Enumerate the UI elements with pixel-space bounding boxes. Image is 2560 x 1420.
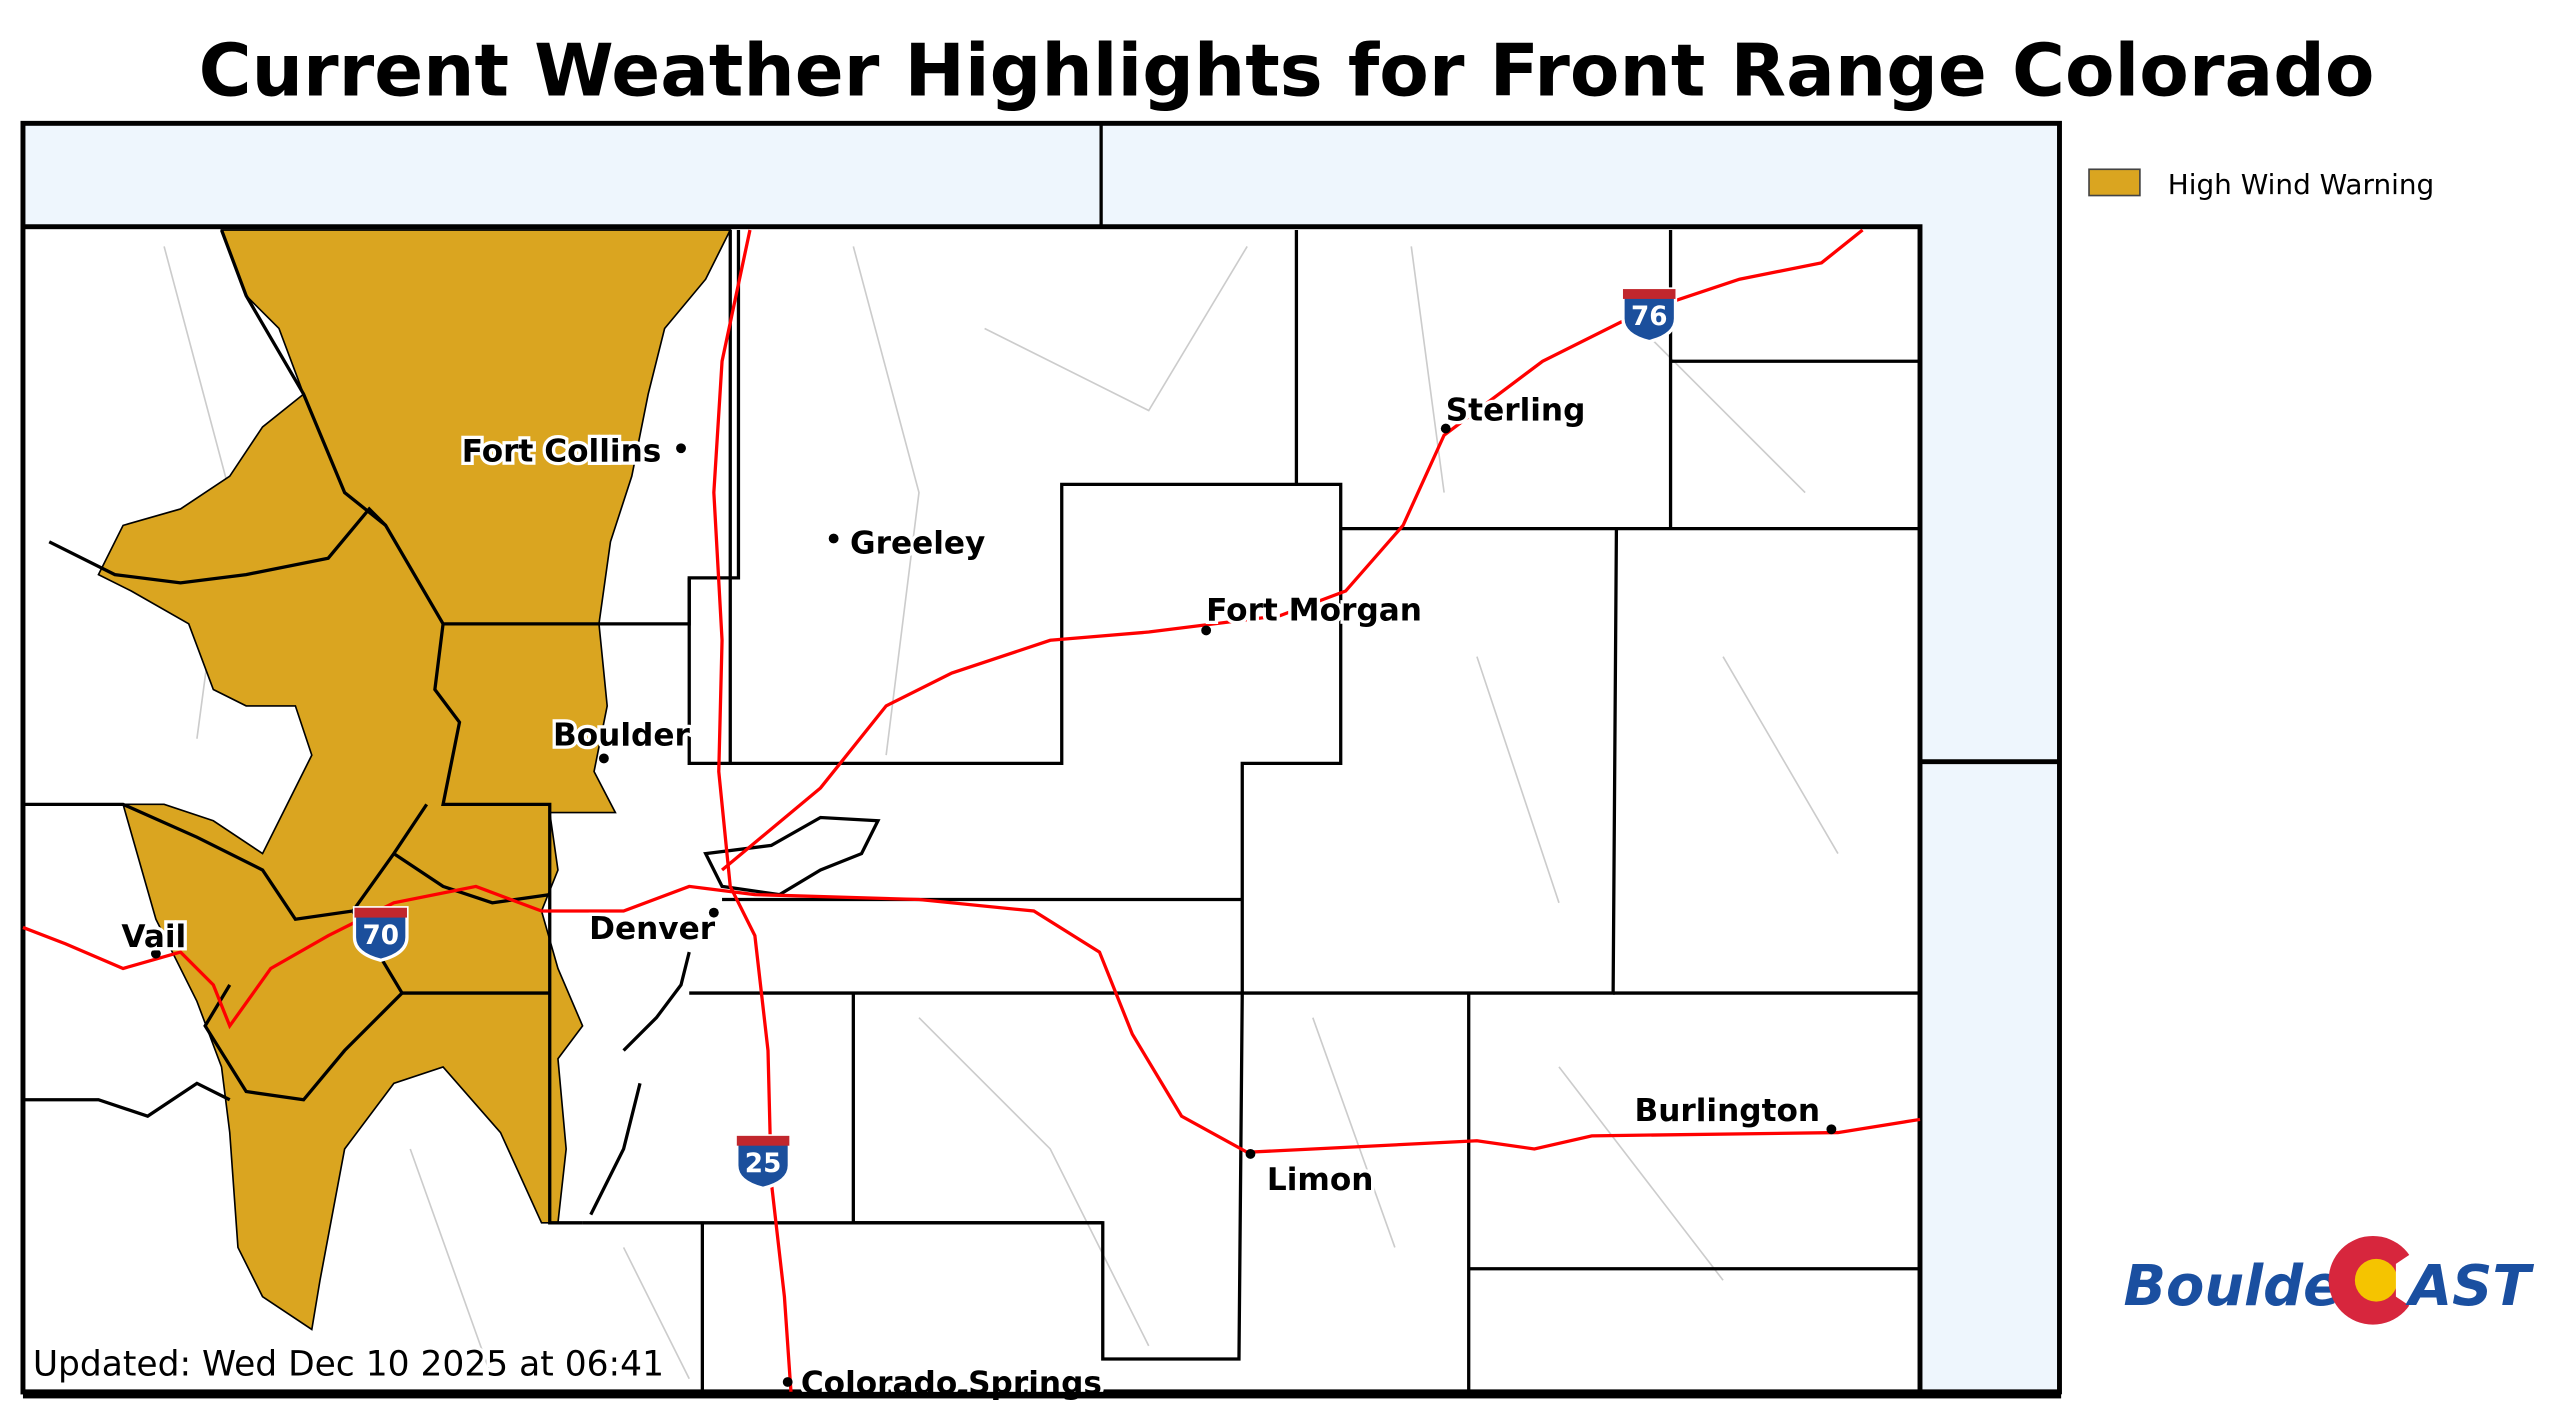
- city-sterling: Sterling: [1446, 392, 1586, 428]
- bouldercast-logo: Boulder AST: [2123, 1235, 2534, 1325]
- city-markers: [150, 423, 1837, 1387]
- legend: High Wind Warning: [2088, 168, 2434, 201]
- legend-swatch-high-wind-warning: [2088, 168, 2141, 197]
- map-title: Current Weather Highlights for Front Ran…: [199, 29, 2375, 113]
- interstate-76-shield: 76: [1621, 287, 1678, 344]
- city-denver: Denver: [589, 911, 716, 947]
- updated-timestamp: Updated: Wed Dec 10 2025 at 06:41: [33, 1344, 664, 1384]
- interstate-76-number: 76: [1631, 302, 1668, 332]
- city-fort-morgan: Fort Morgan: [1206, 593, 1422, 629]
- interstate-25-number: 25: [745, 1149, 782, 1179]
- logo-text-ast: AST: [2405, 1254, 2534, 1319]
- highways: [22, 228, 1921, 1392]
- city-burlington: Burlington: [1634, 1093, 1820, 1129]
- city-limon: Limon: [1267, 1162, 1374, 1198]
- city-fort-collins: Fort Collins: [462, 433, 662, 469]
- interstate-70-shield: 70: [352, 906, 409, 962]
- city-vail: Vail: [121, 919, 186, 955]
- interstate-70-number: 70: [362, 921, 399, 951]
- county-borders: [22, 229, 1920, 1392]
- city-boulder: Boulder: [553, 717, 690, 753]
- legend-label-high-wind-warning: High Wind Warning: [2168, 168, 2434, 201]
- interstate-25-shield: 25: [735, 1134, 791, 1191]
- high-wind-warning-area: [97, 229, 732, 1331]
- city-greeley: Greeley: [850, 525, 985, 561]
